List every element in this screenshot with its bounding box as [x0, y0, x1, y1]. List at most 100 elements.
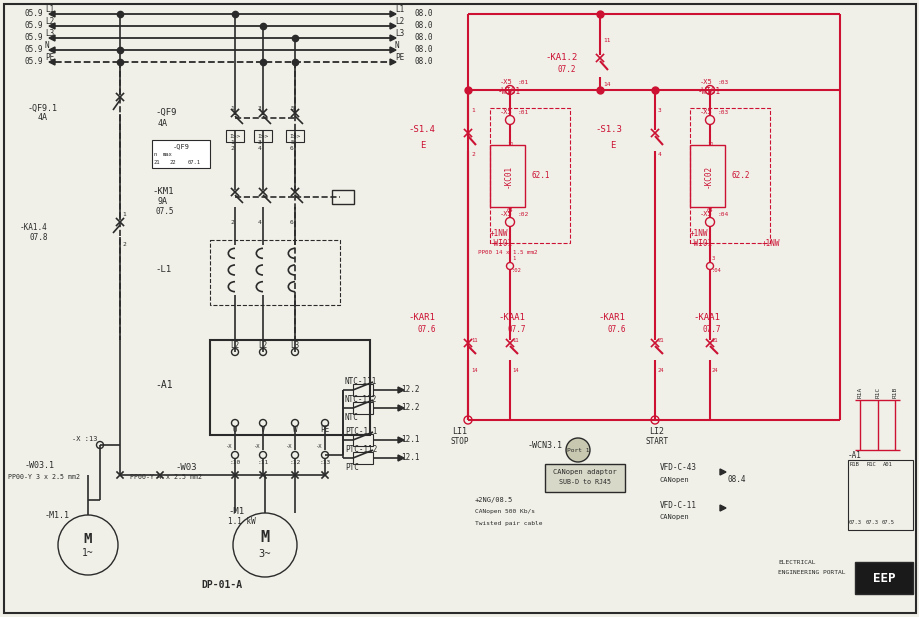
Text: L2: L2 — [45, 17, 54, 25]
Polygon shape — [390, 11, 395, 17]
Text: -KC02: -KC02 — [703, 165, 711, 188]
Text: PE: PE — [394, 52, 403, 62]
Polygon shape — [398, 437, 403, 443]
Text: -W03.1: -W03.1 — [25, 460, 55, 470]
Text: -A1: -A1 — [847, 450, 861, 460]
Text: NTC-111: NTC-111 — [345, 378, 377, 386]
Polygon shape — [398, 405, 403, 411]
Text: -M1.1: -M1.1 — [45, 510, 70, 520]
Text: 2: 2 — [230, 220, 233, 225]
Text: L2: L2 — [394, 17, 403, 25]
Bar — [353, 384, 372, 396]
Text: -S1.3: -S1.3 — [595, 125, 621, 135]
Text: :13: :13 — [319, 460, 330, 465]
Bar — [490, 108, 570, 243]
Text: 04: 04 — [706, 207, 713, 212]
Text: 21: 21 — [153, 160, 160, 165]
Text: :03: :03 — [717, 80, 729, 85]
Text: -W03: -W03 — [175, 463, 197, 471]
Text: -X :13: -X :13 — [72, 436, 97, 442]
Polygon shape — [720, 505, 725, 511]
Text: 14: 14 — [512, 368, 518, 373]
Text: 07.7: 07.7 — [507, 326, 526, 334]
Polygon shape — [398, 455, 403, 461]
Text: 08.0: 08.0 — [414, 46, 433, 54]
Text: 2: 2 — [122, 242, 126, 247]
Text: 11: 11 — [471, 337, 477, 342]
Text: NTC: NTC — [345, 413, 358, 423]
Text: -KA1.2: -KA1.2 — [544, 54, 576, 62]
Text: 4A: 4A — [158, 118, 168, 128]
Text: START: START — [645, 437, 668, 447]
Text: W: W — [292, 426, 297, 434]
Text: N: N — [45, 41, 50, 49]
Bar — [332, 190, 354, 204]
Text: PE: PE — [45, 52, 54, 62]
Text: -KAA1: -KAA1 — [692, 313, 719, 323]
Text: R1B: R1B — [891, 386, 897, 397]
Text: 07.3: 07.3 — [847, 520, 860, 524]
Text: 1: 1 — [230, 139, 233, 144]
Text: 5: 5 — [289, 106, 293, 110]
Text: CANopen: CANopen — [659, 477, 689, 483]
Text: 3: 3 — [258, 139, 262, 144]
Bar — [353, 402, 372, 414]
Text: :01: :01 — [517, 109, 528, 115]
Bar — [254, 130, 272, 142]
Text: 4: 4 — [258, 220, 262, 225]
Text: SUB-D to RJ45: SUB-D to RJ45 — [559, 479, 610, 485]
Text: I>>: I>> — [229, 133, 241, 138]
Text: CANopen: CANopen — [659, 514, 689, 520]
Text: -X5: -X5 — [699, 211, 712, 217]
Polygon shape — [390, 47, 395, 53]
Text: 11: 11 — [512, 337, 518, 342]
Text: +2NG/08.5: +2NG/08.5 — [474, 497, 513, 503]
Text: 1: 1 — [122, 212, 126, 218]
Text: -WCN3.1: -WCN3.1 — [528, 441, 562, 450]
Text: :02: :02 — [517, 212, 528, 217]
Text: +1NW: +1NW — [761, 239, 779, 247]
Text: L1: L1 — [45, 4, 54, 14]
Text: -X: -X — [314, 444, 321, 450]
Text: PE: PE — [320, 426, 329, 434]
Text: 21: 21 — [657, 337, 664, 342]
Polygon shape — [390, 35, 395, 41]
Text: U: U — [233, 426, 237, 434]
Text: Port 1: Port 1 — [566, 447, 588, 452]
Text: R1B: R1B — [849, 463, 859, 468]
Text: +1NW: +1NW — [490, 228, 508, 238]
Text: -X5: -X5 — [499, 109, 512, 115]
Polygon shape — [49, 35, 55, 41]
Text: 3~: 3~ — [258, 549, 271, 559]
Text: 1: 1 — [230, 106, 233, 110]
Bar — [490, 145, 525, 207]
Text: 4: 4 — [258, 146, 262, 151]
Text: 05.9: 05.9 — [25, 33, 43, 43]
Text: -X: -X — [225, 444, 232, 450]
Text: -A1: -A1 — [154, 380, 173, 390]
Text: :12: :12 — [289, 460, 301, 465]
Text: 14: 14 — [471, 368, 477, 373]
Text: ELECTRICAL: ELECTRICAL — [777, 560, 814, 565]
Text: LI1: LI1 — [452, 428, 467, 436]
Text: :10: :10 — [229, 460, 241, 465]
Text: -X5: -X5 — [499, 79, 512, 85]
Text: LI2: LI2 — [649, 428, 664, 436]
Text: -WI01: -WI01 — [490, 239, 513, 247]
Text: NTC-112: NTC-112 — [345, 395, 377, 405]
Text: -WI01: -WI01 — [698, 88, 720, 96]
Text: 07.3: 07.3 — [865, 520, 878, 524]
Text: 1: 1 — [471, 107, 474, 112]
Text: E: E — [420, 141, 425, 149]
Text: 62.1: 62.1 — [531, 172, 550, 181]
Bar — [854, 562, 912, 594]
Text: 07.6: 07.6 — [607, 326, 626, 334]
Text: 11: 11 — [602, 38, 610, 43]
Text: R1A: R1A — [857, 386, 862, 397]
Text: 08.0: 08.0 — [414, 9, 433, 19]
Text: 24: 24 — [711, 368, 718, 373]
Polygon shape — [49, 47, 55, 53]
Text: R1C: R1C — [867, 463, 876, 468]
Text: 6: 6 — [289, 220, 293, 225]
Text: 62.2: 62.2 — [732, 172, 750, 181]
